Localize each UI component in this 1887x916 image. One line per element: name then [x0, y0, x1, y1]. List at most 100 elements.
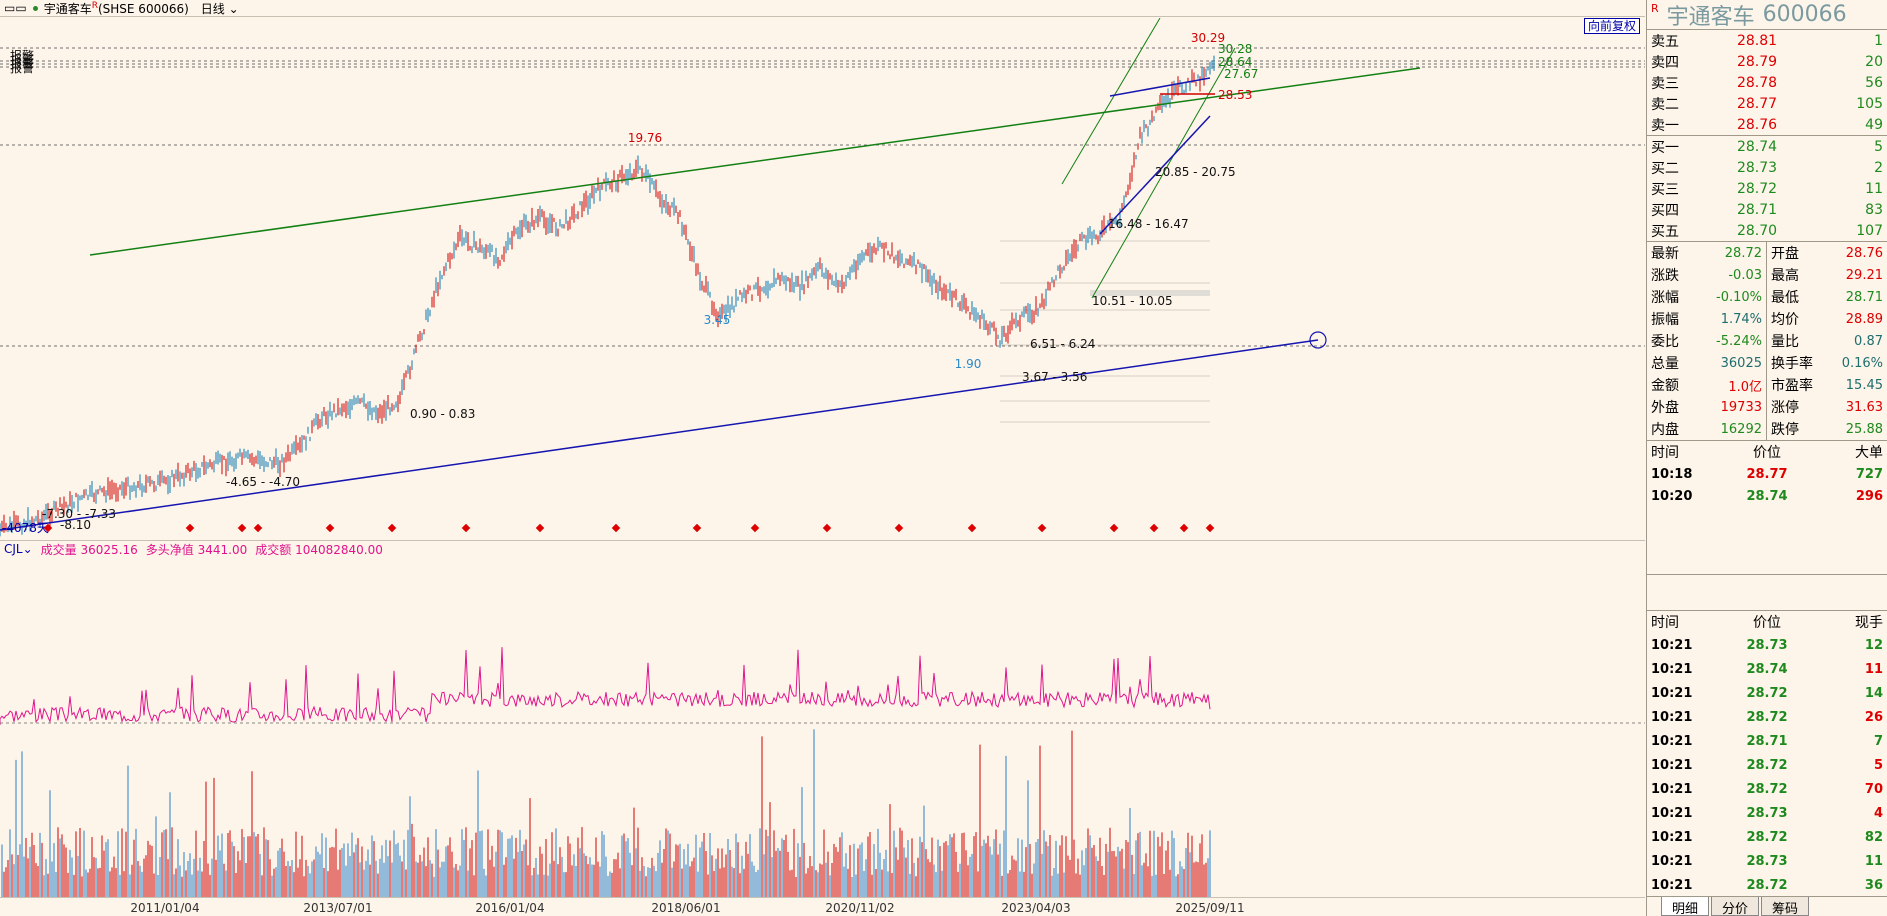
order-book-row[interactable]: 买五 28.70 107: [1647, 220, 1887, 241]
quote-cell: 涨幅 -0.10%: [1647, 286, 1767, 308]
order-level-label: 买二: [1651, 160, 1679, 177]
order-price: 28.74: [1736, 138, 1778, 155]
order-price: 28.78: [1736, 74, 1778, 91]
order-book-row[interactable]: 卖四 28.79 20: [1647, 51, 1887, 72]
signal-marker: [1179, 523, 1189, 533]
order-price: 28.81: [1736, 32, 1778, 49]
table-row[interactable]: 10:18 28.77 727: [1651, 466, 1883, 482]
volume-chart[interactable]: [0, 557, 1645, 897]
order-book-row[interactable]: 卖五 28.81 1: [1647, 30, 1887, 51]
label-r1: 30.28: [1218, 42, 1252, 56]
forward-adjust-button[interactable]: 向前复权: [1584, 18, 1641, 34]
stock-header: R 宇通客车 600066: [1647, 0, 1887, 30]
quote-cell: 市盈率 15.45: [1771, 377, 1883, 395]
order-book-row[interactable]: 买三 28.72 11: [1647, 178, 1887, 199]
label-r3: 27.67: [1224, 67, 1258, 81]
table-row[interactable]: 10:21 28.73 12: [1651, 637, 1883, 653]
signal-marker: [1037, 523, 1047, 533]
signal-marker: [1109, 523, 1119, 533]
quote-cell: 内盘 16292: [1647, 418, 1767, 440]
quote-sidebar: R 宇通客车 600066 卖五 28.81 1 卖四 28.79 20 卖三 28.78 56…: [1646, 0, 1887, 916]
table-row[interactable]: 10:21 28.73 11: [1651, 853, 1883, 869]
quote-cell: 量比 0.87: [1771, 333, 1883, 351]
order-volume: 20: [1865, 53, 1883, 70]
order-book-row[interactable]: 买二 28.73 2: [1647, 157, 1887, 178]
table-row[interactable]: 10:21 28.74 11: [1651, 661, 1883, 677]
label-gap2: 16.48 - 16.47: [1108, 217, 1189, 231]
buy-orders: 买一 28.74 5 买二 28.73 2 买三 28.72 11 买四 28.71 83 买五 28.7…: [1647, 136, 1887, 242]
order-level-label: 卖三: [1651, 75, 1679, 92]
label-gap9: -8.10: [60, 518, 91, 532]
table-row[interactable]: 10:21 28.72 14: [1651, 685, 1883, 701]
label-r2: 28.64: [1218, 55, 1252, 69]
date-tick-label: 2013/07/01: [303, 901, 373, 915]
order-book-row[interactable]: 卖一 28.76 49: [1647, 114, 1887, 135]
order-volume: 5: [1874, 138, 1883, 155]
order-level-label: 卖四: [1651, 54, 1679, 71]
menu-icon[interactable]: ▭▭: [4, 1, 27, 15]
order-price: 28.76: [1736, 116, 1778, 133]
order-price: 28.73: [1736, 159, 1778, 176]
quote-cell: 最新 28.72: [1647, 242, 1767, 264]
quote-cell: 最低 28.71: [1771, 289, 1883, 307]
tick-table: 时间 价位 现手 10:21 28.73 12 10:21 28.74 11 10:21 28.72…: [1647, 610, 1887, 897]
alarm-label: 报警: [10, 48, 34, 63]
sidebar-tab[interactable]: 分价: [1711, 897, 1760, 916]
signal-marker: [692, 523, 702, 533]
order-price: 28.72: [1736, 180, 1778, 197]
order-book-row[interactable]: 买四 28.71 83: [1647, 199, 1887, 220]
volume-value: 成交量 36025.16: [40, 542, 138, 557]
label-gap6: 0.90 - 0.83: [410, 407, 475, 421]
label-gap8: -7.30 - -7.33: [42, 507, 116, 521]
signal-marker: [822, 523, 832, 533]
signal-marker: [325, 523, 335, 533]
alarm-label: 报警: [10, 56, 34, 71]
order-volume: 105: [1856, 95, 1883, 112]
quote-cell: 开盘 28.76: [1771, 245, 1883, 263]
order-level-label: 卖一: [1651, 117, 1679, 134]
label-gap3: 10.51 - 10.05: [1092, 294, 1173, 308]
table-row[interactable]: 10:21 28.72 82: [1651, 829, 1883, 845]
signal-marker: [387, 523, 397, 533]
chevron-down-icon: ⌄: [228, 1, 239, 16]
table-row[interactable]: 10:20 28.74 296: [1651, 488, 1883, 504]
order-volume: 2: [1874, 159, 1883, 176]
table-row[interactable]: 10:21 28.71 7: [1651, 733, 1883, 749]
order-book-row[interactable]: 买一 28.74 5: [1647, 136, 1887, 157]
order-price: 28.79: [1736, 53, 1778, 70]
table-row[interactable]: 10:21 28.73 4: [1651, 805, 1883, 821]
sidebar-tabs: 明细 分价 筹码: [1647, 896, 1887, 916]
sell-orders: 卖五 28.81 1 卖四 28.79 20 卖三 28.78 56 卖二 28.77 105 卖一 28…: [1647, 30, 1887, 136]
net-value: 多头净值 3441.00: [145, 542, 248, 557]
quote-cell: 总量 36025: [1647, 352, 1767, 374]
quote-cell: 涨跌 -0.03: [1647, 264, 1767, 286]
stock-name: 宇通客车: [1666, 4, 1755, 30]
order-book-row[interactable]: 卖三 28.78 56: [1647, 72, 1887, 93]
signal-marker: [535, 523, 545, 533]
signal-marker: [894, 523, 904, 533]
label-gap4: 6.51 - 6.24: [1030, 337, 1095, 351]
volume-panel-header: CJL⌄ 成交量 36025.16 多头净值 3441.00 成交额 10408…: [0, 540, 1645, 557]
table-row[interactable]: 10:21 28.72 36: [1651, 877, 1883, 893]
label-low-2019: 3.45: [704, 313, 731, 327]
order-level-label: 买一: [1651, 139, 1679, 156]
sidebar-tab[interactable]: 筹码: [1761, 897, 1810, 916]
label-peak-2018: 19.76: [628, 131, 662, 145]
chart-title-bar: ▭▭ 宇通客车R(SHSE 600066) 日线 ⌄: [0, 0, 1645, 17]
order-book-row[interactable]: 卖二 28.77 105: [1647, 93, 1887, 114]
table-row[interactable]: 10:21 28.72 26: [1651, 709, 1883, 725]
date-tick-label: 2011/01/04: [130, 901, 200, 915]
label-low-2022: 1.90: [955, 357, 982, 371]
period-selector[interactable]: 日线 ⌄: [200, 1, 239, 16]
indicator-selector[interactable]: CJL⌄: [4, 542, 33, 556]
table-row[interactable]: 10:21 28.72 70: [1651, 781, 1883, 797]
order-volume: 49: [1865, 116, 1883, 133]
signal-marker: [1205, 523, 1215, 533]
alarm-label: 报警: [10, 52, 34, 67]
order-volume: 83: [1865, 201, 1883, 218]
table-row[interactable]: 10:21 28.72 5: [1651, 757, 1883, 773]
signal-marker: [253, 523, 263, 533]
sidebar-tab[interactable]: 明细: [1661, 897, 1710, 916]
